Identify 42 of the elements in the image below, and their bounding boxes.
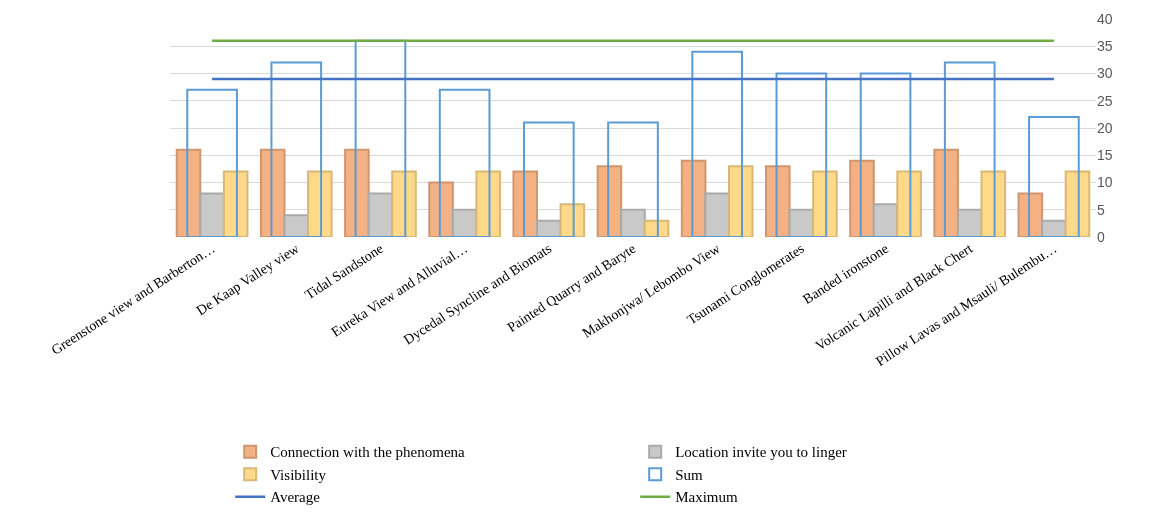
bar bbox=[354, 39, 407, 237]
y-tick-label: 25 bbox=[1097, 92, 1113, 109]
y-tick-label: 10 bbox=[1097, 174, 1113, 191]
bar bbox=[727, 165, 754, 237]
bar bbox=[933, 148, 959, 237]
bar bbox=[943, 61, 996, 237]
y-tick-label: 15 bbox=[1097, 147, 1113, 164]
bar bbox=[522, 121, 575, 237]
bar bbox=[765, 165, 791, 237]
bar bbox=[956, 208, 983, 237]
y-tick-label: 20 bbox=[1097, 119, 1113, 136]
bar bbox=[607, 121, 659, 237]
bar bbox=[475, 170, 501, 237]
y-tick-label: 0 bbox=[1097, 228, 1105, 245]
legend-label: Location invite you to linger bbox=[675, 444, 847, 461]
bar bbox=[620, 208, 646, 237]
bar bbox=[691, 50, 744, 237]
bar bbox=[391, 170, 417, 237]
bar bbox=[896, 170, 922, 237]
legend-label: Sum bbox=[675, 466, 704, 483]
y-tick-label: 35 bbox=[1097, 38, 1113, 55]
bar bbox=[186, 88, 238, 237]
legend-label: Maximum bbox=[675, 489, 739, 506]
legend-label: Connection with the phenomena bbox=[270, 444, 466, 461]
bar bbox=[438, 88, 491, 237]
bar bbox=[812, 170, 838, 237]
bar bbox=[1028, 116, 1080, 237]
bar bbox=[849, 159, 875, 237]
y-tick-label: 30 bbox=[1097, 65, 1113, 82]
legend-label: Visibility bbox=[270, 466, 327, 483]
bar bbox=[307, 170, 333, 237]
y-tick-label: 40 bbox=[1097, 10, 1113, 27]
bar bbox=[283, 214, 310, 237]
bar bbox=[512, 170, 539, 237]
bar bbox=[859, 72, 912, 237]
bar bbox=[270, 61, 323, 237]
legend-label: Average bbox=[270, 489, 321, 506]
bar bbox=[704, 192, 730, 237]
bar bbox=[559, 203, 586, 237]
bar bbox=[775, 72, 828, 237]
y-tick-label: 5 bbox=[1097, 201, 1105, 218]
bar bbox=[199, 192, 225, 237]
